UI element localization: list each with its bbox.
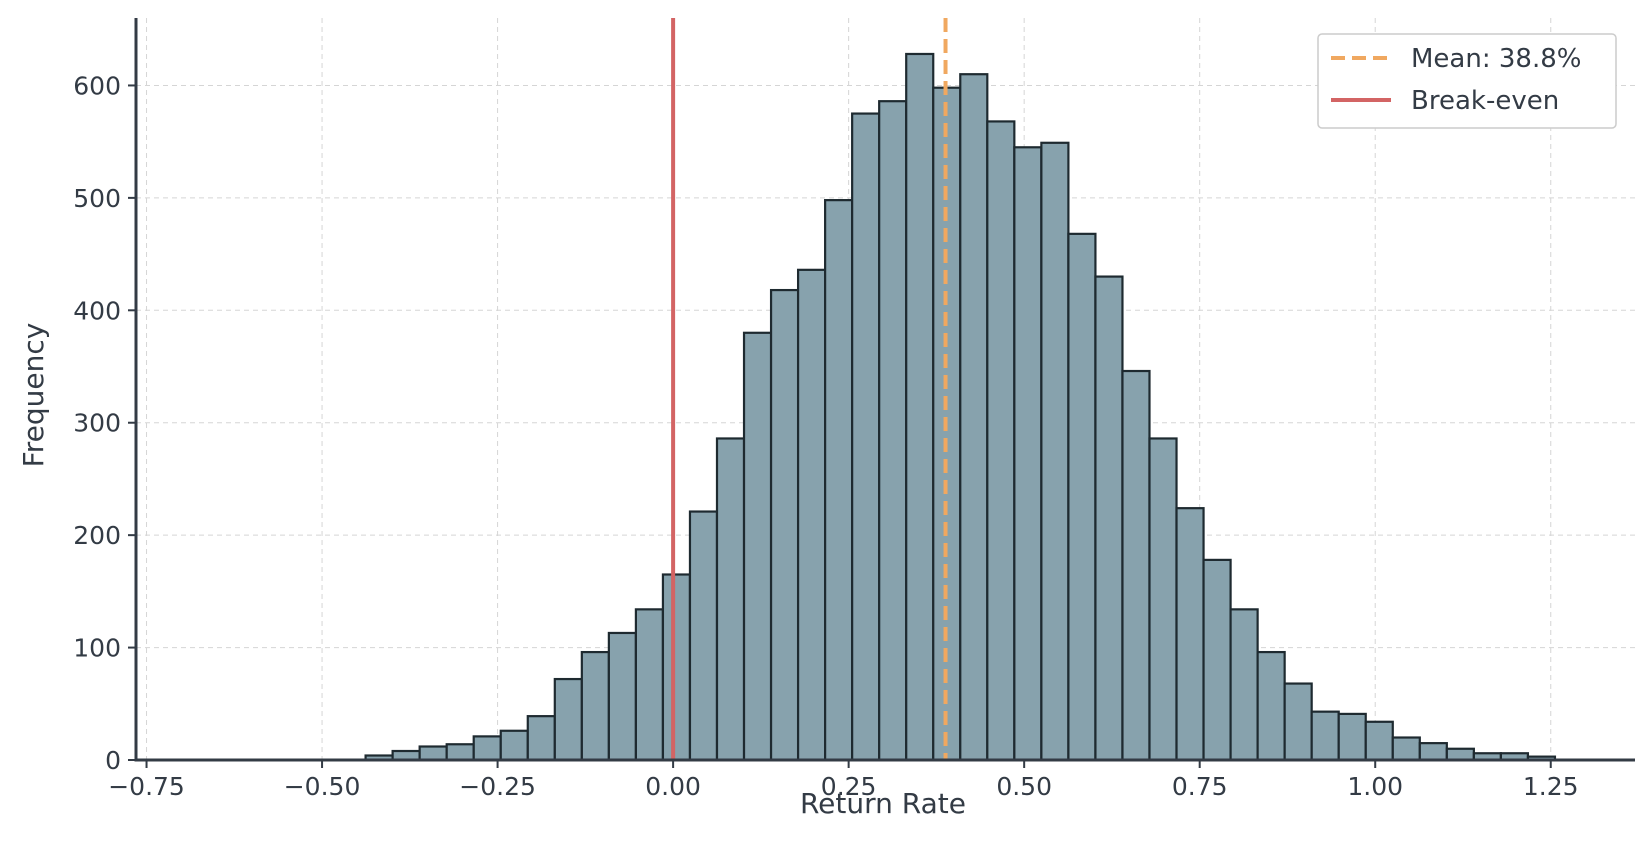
histogram-bar xyxy=(1283,682,1313,762)
x-axis-title: Return Rate xyxy=(800,787,966,820)
x-tick-label: 0.25 xyxy=(821,772,877,801)
histogram-bar xyxy=(1175,507,1205,762)
y-axis-title: Frequency xyxy=(17,323,50,468)
x-tick-label: −0.50 xyxy=(284,772,361,801)
x-axis-ticks: −0.75 −0.50 −0.25 0.00 0.25 0.50 0.75 1.00 1.25 xyxy=(108,760,1579,801)
y-tick-label: 400 xyxy=(73,296,121,325)
histogram-bar xyxy=(1148,437,1178,762)
legend-break-even-label: Break-even xyxy=(1411,86,1559,116)
histogram-bar xyxy=(688,510,719,762)
histogram-bar xyxy=(905,52,935,762)
histogram-bar xyxy=(796,268,827,762)
histogram-bar xyxy=(769,288,800,762)
histogram-bars xyxy=(136,52,1557,762)
y-tick-label: 200 xyxy=(73,521,121,550)
x-tick-label: −0.75 xyxy=(108,772,185,801)
histogram-bar xyxy=(1202,558,1232,762)
legend-box xyxy=(1317,33,1617,129)
histogram-bar xyxy=(742,331,773,762)
histogram-bar xyxy=(1040,141,1070,762)
x-tick-label: 1.00 xyxy=(1347,772,1403,801)
y-tick-label: 100 xyxy=(73,634,121,663)
histogram-bar xyxy=(1310,710,1340,762)
histogram-bar xyxy=(851,112,881,762)
histogram-bar xyxy=(418,745,448,762)
histogram-bar xyxy=(499,729,529,762)
reference-lines xyxy=(671,18,948,760)
histogram-bar xyxy=(1364,720,1394,762)
y-axis-ticks: 0 100 200 300 400 500 600 xyxy=(73,71,136,775)
histogram-bar xyxy=(1445,747,1475,762)
histogram-bar xyxy=(1013,146,1043,762)
y-tick-label: 500 xyxy=(73,184,121,213)
histogram-bar xyxy=(986,120,1016,762)
histogram-bar xyxy=(878,100,908,762)
histogram-bar xyxy=(526,715,556,762)
histogram-bar xyxy=(634,608,665,762)
histogram-bar xyxy=(1337,712,1367,762)
x-tick-label: −0.25 xyxy=(459,772,536,801)
legend: Mean: 38.8% Break-even xyxy=(1317,33,1617,129)
histogram-bar xyxy=(445,743,475,762)
y-tick-label: 600 xyxy=(73,71,121,100)
histogram-bar xyxy=(1256,650,1286,762)
histogram-bar xyxy=(1094,275,1124,762)
legend-mean-label: Mean: 38.8% xyxy=(1411,44,1581,74)
histogram-bar xyxy=(580,650,610,762)
axes xyxy=(134,18,1635,762)
histogram-bar xyxy=(1418,742,1448,762)
histogram-bar xyxy=(824,199,854,762)
x-tick-label: 0.00 xyxy=(645,772,701,801)
histogram-bar xyxy=(607,631,638,762)
histogram-bar xyxy=(715,437,746,762)
histogram-bar xyxy=(472,735,502,762)
histogram-bar xyxy=(1121,369,1151,762)
histogram-bar xyxy=(661,573,692,762)
histogram-bar xyxy=(553,677,583,762)
y-tick-label: 0 xyxy=(105,746,121,775)
histogram-bar xyxy=(1391,736,1421,762)
x-tick-label: 1.25 xyxy=(1523,772,1579,801)
histogram-bar xyxy=(1067,232,1097,762)
x-tick-label: 0.50 xyxy=(996,772,1052,801)
x-tick-label: 0.75 xyxy=(1172,772,1228,801)
histogram-bar xyxy=(959,73,989,762)
y-tick-label: 300 xyxy=(73,409,121,438)
histogram-bar xyxy=(1229,608,1259,762)
